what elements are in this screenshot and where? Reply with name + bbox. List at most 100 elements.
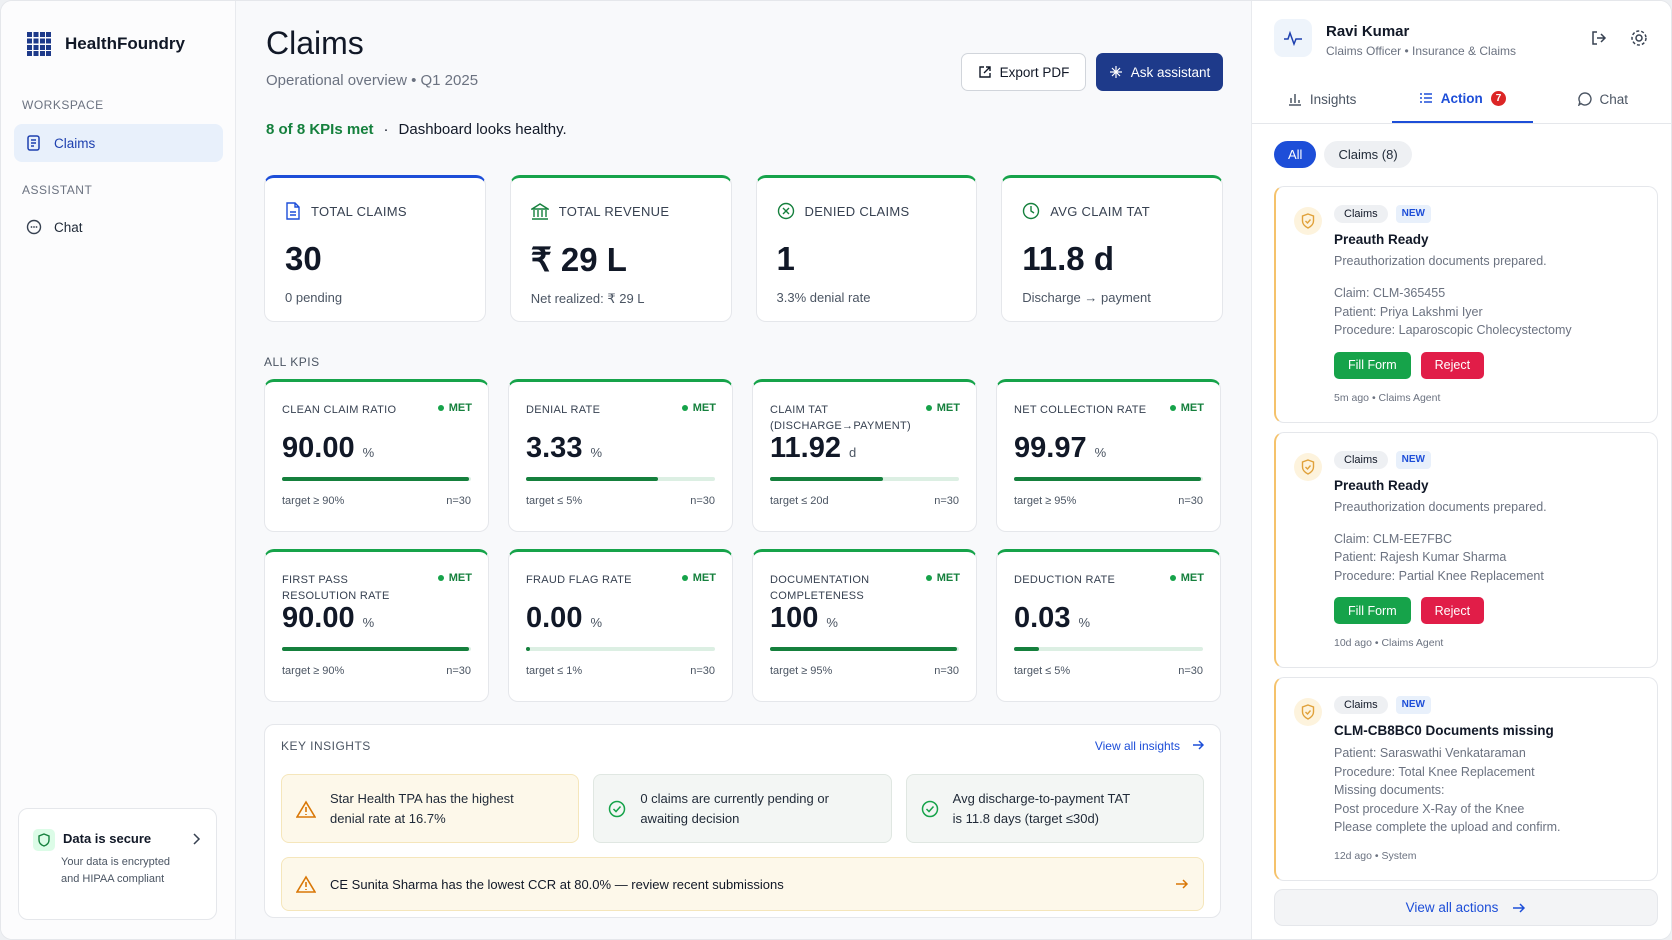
chevron — [193, 833, 201, 845]
kpi-unit: d — [848, 445, 857, 460]
action-button[interactable]: Fill Form — [1334, 597, 1411, 624]
action-tags: Claims NEW — [1334, 450, 1641, 469]
action-buttons: Fill Form Reject — [1334, 351, 1641, 379]
icon — [608, 800, 626, 818]
brand: HealthFoundry — [27, 32, 185, 56]
sidebar: HealthFoundry WORKSPACE Claims ASSISTANT… — [1, 1, 236, 939]
icon — [296, 875, 316, 893]
action-tags: Claims NEW — [1334, 696, 1641, 714]
kpi-name: CLEAN CLAIM RATIO — [282, 404, 397, 416]
kpi-name: DEDUCTION RATE — [1014, 574, 1116, 586]
card-label: TOTAL REVENUE — [530, 202, 711, 220]
detail-line: Please complete the upload and confirm. — [1334, 820, 1561, 834]
button-label: View all actions — [1405, 900, 1499, 915]
icon-part — [286, 202, 300, 220]
detail-line: Patient: Saraswathi Venkataraman — [1334, 746, 1526, 760]
action-button[interactable]: Fill Form — [1334, 351, 1411, 379]
tab[interactable]: Action 7 — [1392, 75, 1533, 123]
kpi-n: n=30 — [446, 495, 471, 507]
action-meta: 10d ago • Claims Agent — [1334, 637, 1444, 649]
link-label: View all insights — [1094, 739, 1180, 753]
icon — [1288, 94, 1301, 106]
kpi-target: target ≥ 95% — [1014, 495, 1077, 507]
tab[interactable]: Insights — [1252, 75, 1392, 123]
icon — [26, 219, 42, 235]
card-label: TOTAL CLAIMS — [285, 202, 465, 220]
kpi-target: target ≥ 90% — [282, 495, 345, 507]
kpi-footer: target ≥ 95% n=30 — [770, 665, 959, 677]
export-button[interactable]: Export PDF — [961, 53, 1086, 91]
tab-label: Chat — [1599, 91, 1629, 107]
progress-fill — [770, 477, 884, 481]
card-note: 0 pending — [285, 290, 343, 305]
icon-part — [925, 805, 934, 813]
user-name: Ravi Kumar — [1326, 23, 1410, 40]
page-title: Claims — [266, 25, 364, 61]
kpi-n: n=30 — [690, 495, 715, 507]
action-meta: 12d ago • System — [1334, 849, 1417, 862]
page-subtitle: Operational overview • Q1 2025 — [266, 72, 479, 89]
icon-part — [777, 202, 794, 220]
nav-item[interactable]: Claims — [14, 124, 223, 162]
icon-part — [782, 207, 789, 215]
nav-label: Chat — [54, 219, 83, 235]
action-title: CLM-CB8BC0 Documents missing — [1334, 723, 1554, 738]
insights-title: KEY INSIGHTS — [281, 739, 371, 753]
card-value: 11.8 d — [1022, 240, 1114, 277]
action-card: Claims NEW CLM-CB8BC0 Documents missing Pat… — [1274, 677, 1658, 881]
kpi-n: n=30 — [1178, 665, 1203, 677]
kpi-footer: target ≤ 20d n=30 — [770, 495, 959, 507]
card-label: AVG CLAIM TAT — [1022, 202, 1202, 220]
detail-line: Procedure: Laparoscopic Cholecystectomy — [1334, 323, 1572, 337]
icon-part — [530, 203, 549, 220]
icon-part — [1305, 464, 1312, 470]
action-button[interactable]: Reject — [1420, 597, 1485, 624]
kpi-unit: % — [590, 445, 603, 460]
icon-part — [1030, 206, 1035, 214]
arrow — [1513, 902, 1526, 913]
kpi-n: n=30 — [934, 495, 959, 507]
action-button[interactable]: Reject — [1420, 351, 1485, 379]
card-note: 3.3% denial rate — [776, 290, 871, 305]
progress-track — [526, 647, 715, 651]
insight-text: Star Health TPA has the highest denial r… — [330, 790, 514, 826]
nav-item[interactable]: Chat — [14, 208, 223, 246]
right-panel: Ravi Kumar Claims Officer • Insurance & C… — [1251, 1, 1671, 939]
action-details: Claim: CLM-EE7FBC Patient: Rajesh Kumar S… — [1334, 530, 1641, 586]
tab-label: Action — [1440, 90, 1483, 106]
status-message: Dashboard looks healthy. — [398, 121, 567, 138]
filter-chip[interactable]: Claims (8) — [1324, 141, 1412, 168]
filters: All Claims (8) — [1274, 141, 1412, 168]
insight-banner[interactable]: CE Sunita Sharma has the lowest CCR at 8… — [281, 857, 1204, 911]
filter-chip[interactable]: All — [1274, 141, 1317, 168]
kpi-unit: % — [1078, 615, 1091, 630]
kpi-target: target ≥ 90% — [282, 665, 345, 677]
tab[interactable]: Chat — [1533, 75, 1671, 123]
action-badge: NEW — [1395, 450, 1431, 469]
icon — [27, 135, 40, 151]
kpi-unit: % — [1094, 445, 1107, 460]
section-title: ASSISTANT — [22, 183, 93, 197]
settings-icon[interactable] — [1630, 29, 1648, 47]
insights-link[interactable]: View all insights — [1095, 739, 1204, 753]
progress-fill — [770, 647, 958, 651]
kpi-value: 90.00% — [282, 602, 375, 634]
view-all-button[interactable]: View all actions — [1274, 889, 1658, 926]
kpi-footer: target ≥ 90% n=30 — [282, 495, 471, 507]
icon-part — [777, 202, 794, 220]
icon-part — [296, 799, 316, 818]
kpi-card: NET COLLECTION RATE MET 99.97% target ≥ 95%… — [996, 379, 1221, 532]
ask-button[interactable]: Ask assistant — [1096, 53, 1223, 91]
user-role: Claims Officer • Insurance & Claims — [1326, 44, 1517, 58]
section-title: ALL KPIS — [264, 355, 320, 369]
kpi-value: 0.03% — [1014, 602, 1091, 634]
icon — [530, 202, 549, 220]
secure-box[interactable]: Data is secure Your data is encrypted an… — [18, 808, 217, 920]
icon-part — [609, 800, 626, 817]
logout-icon[interactable] — [1590, 29, 1608, 47]
kpi-n: n=30 — [934, 665, 959, 677]
icon-part — [296, 799, 316, 818]
icon — [978, 66, 991, 78]
kpi-status: MET — [926, 402, 960, 414]
kpi-name: DENIAL RATE — [526, 404, 601, 416]
